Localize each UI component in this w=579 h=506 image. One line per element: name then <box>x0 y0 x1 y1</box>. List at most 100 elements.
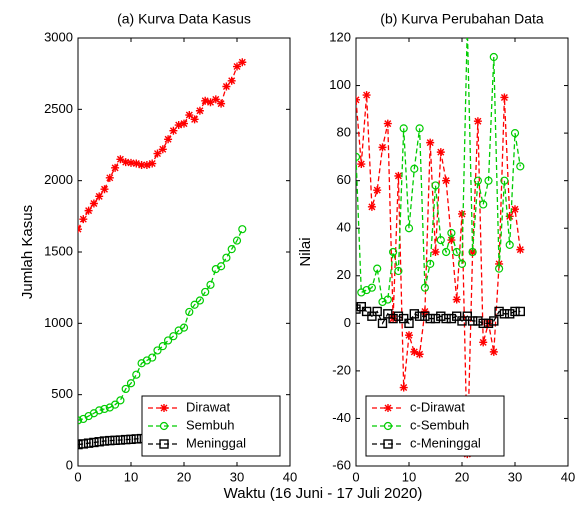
marker <box>399 313 409 324</box>
marker <box>388 313 398 324</box>
x-tick-label: 10 <box>402 469 416 484</box>
marker <box>394 171 403 180</box>
y-tick-label: 80 <box>337 125 351 140</box>
marker <box>356 301 366 312</box>
marker <box>105 435 115 446</box>
marker <box>378 143 387 152</box>
marker <box>367 202 376 211</box>
marker <box>515 306 525 317</box>
marker <box>478 318 488 329</box>
y-tick-label: 100 <box>329 77 351 92</box>
y-tick-label: 0 <box>66 457 73 472</box>
marker <box>356 95 360 104</box>
marker <box>436 148 445 157</box>
marker <box>110 435 120 446</box>
marker <box>126 434 136 445</box>
series-line <box>356 38 521 303</box>
x-tick-label: 30 <box>508 469 522 484</box>
marker <box>238 225 247 234</box>
y-tick-label: 500 <box>51 386 73 401</box>
marker <box>404 318 414 329</box>
marker <box>142 160 151 169</box>
marker <box>473 316 483 326</box>
y-axis-label: Jumlah Kasus <box>19 205 36 299</box>
marker <box>148 159 157 168</box>
y-tick-label: 2500 <box>44 101 73 116</box>
marker <box>426 138 435 147</box>
marker <box>383 421 393 431</box>
x-tick-label: 20 <box>455 469 469 484</box>
x-tick-label: 10 <box>124 469 138 484</box>
marker <box>457 316 467 326</box>
marker <box>180 119 188 128</box>
marker <box>116 396 125 405</box>
marker <box>436 236 445 245</box>
marker <box>110 400 120 409</box>
marker <box>164 336 173 345</box>
y-tick-label: -40 <box>332 410 351 425</box>
y-tick-label: 120 <box>329 29 351 44</box>
marker <box>100 404 109 414</box>
x-tick-label: 40 <box>283 469 297 484</box>
marker <box>159 439 169 449</box>
x-axis-label: Waktu (16 Juni - 17 Juli 2020) <box>224 485 423 502</box>
marker <box>393 311 404 321</box>
marker <box>489 52 498 62</box>
marker <box>420 283 429 292</box>
marker <box>473 117 482 126</box>
y-tick-label: -60 <box>332 457 351 472</box>
marker <box>185 111 194 120</box>
marker <box>227 76 236 85</box>
marker <box>446 313 457 324</box>
marker <box>120 434 131 445</box>
marker <box>373 264 382 273</box>
marker <box>494 306 504 317</box>
marker <box>467 316 478 326</box>
marker <box>361 306 372 317</box>
marker <box>132 159 141 168</box>
marker <box>79 215 88 224</box>
x-tick-label: 20 <box>177 469 191 484</box>
marker <box>356 152 361 161</box>
y-tick-label: 1000 <box>44 315 73 330</box>
marker <box>153 346 162 355</box>
marker <box>373 186 382 195</box>
marker <box>452 247 461 257</box>
chart-title: (b) Kurva Perubahan Data <box>380 11 544 27</box>
x-tick-label: 40 <box>561 469 575 484</box>
y-axis-label: Nilai <box>297 237 314 266</box>
series-line <box>356 95 521 455</box>
x-tick-label: 0 <box>74 469 81 484</box>
marker <box>357 160 366 169</box>
marker <box>457 259 467 268</box>
marker <box>383 309 393 319</box>
plot-area <box>356 38 525 459</box>
marker <box>111 163 120 172</box>
marker <box>441 313 451 324</box>
y-tick-label: 0 <box>344 315 351 330</box>
marker <box>500 176 509 185</box>
legend-label: c-Meninggal <box>410 435 481 450</box>
marker <box>201 96 210 105</box>
marker <box>164 135 173 144</box>
marker <box>383 119 392 128</box>
marker <box>206 280 215 289</box>
marker <box>505 212 514 221</box>
marker <box>195 106 204 115</box>
marker <box>121 158 130 167</box>
marker <box>405 331 413 340</box>
marker <box>489 316 499 326</box>
marker <box>516 162 525 171</box>
marker <box>115 435 126 445</box>
marker <box>362 285 371 295</box>
y-tick-label: 40 <box>337 220 351 235</box>
marker <box>420 311 430 321</box>
y-tick-label: 60 <box>337 172 351 187</box>
marker <box>179 323 189 332</box>
marker <box>211 95 220 104</box>
marker <box>484 176 493 185</box>
marker <box>89 199 98 208</box>
marker <box>217 99 226 108</box>
marker <box>232 236 242 245</box>
